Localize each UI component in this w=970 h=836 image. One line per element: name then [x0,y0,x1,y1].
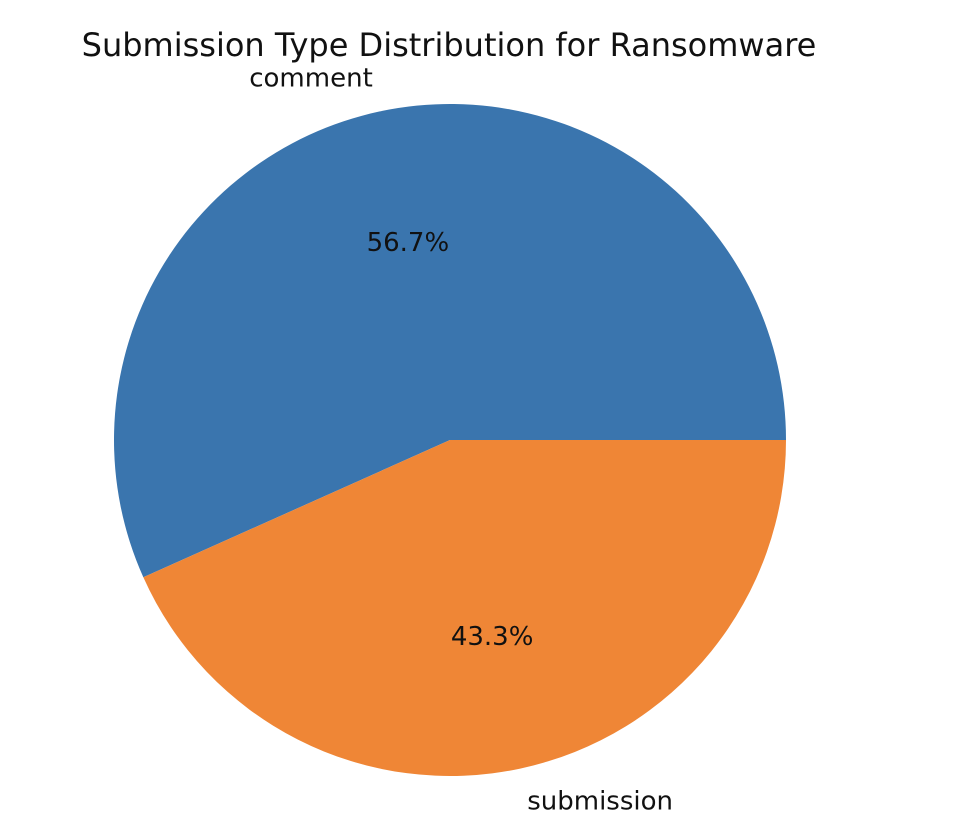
pie-slice-submission [143,440,787,777]
pct-label-submission: 43.3% [451,622,534,652]
pie-labels: 56.7% comment 43.3% submission [249,64,673,817]
pct-label-comment: 56.7% [367,228,450,258]
pie-slice-comment [114,104,786,578]
chart-title: Submission Type Distribution for Ransomw… [82,26,817,64]
category-label-submission: submission [527,786,673,816]
category-label-comment: comment [249,64,373,94]
pie-slices [114,104,787,777]
